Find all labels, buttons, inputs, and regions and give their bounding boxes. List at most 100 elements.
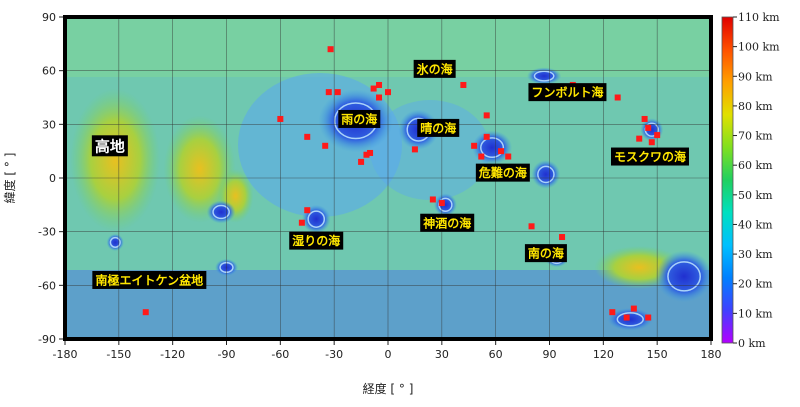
mare-rim xyxy=(616,312,644,327)
y-tick-label: 90 xyxy=(42,11,56,24)
label-text: 南極エイトケン盆地 xyxy=(96,273,204,288)
y-tick-label: 30 xyxy=(42,118,56,131)
red-marker xyxy=(654,132,661,139)
label-text: 高地 xyxy=(95,138,125,156)
red-marker xyxy=(438,200,445,207)
y-ticks: 90 60 30 0 -30 -60 -90 xyxy=(38,11,63,346)
red-marker xyxy=(411,146,418,153)
y-tick-label: 60 xyxy=(42,65,56,78)
label-text: 晴の海 xyxy=(420,120,456,135)
red-marker xyxy=(614,94,621,101)
place-label-spa: 南極エイトケン盆地 xyxy=(92,270,207,289)
red-marker xyxy=(370,85,377,92)
mare-basin xyxy=(433,193,457,217)
label-background xyxy=(475,163,530,182)
x-tick-label: -60 xyxy=(271,348,289,361)
y-axis-label: 緯度 [ ° ] xyxy=(2,153,17,204)
red-marker xyxy=(478,153,485,160)
mare-rim xyxy=(109,236,121,248)
colorbar-tick-label: 0 km xyxy=(738,337,766,350)
place-label-kinan: 危難の海 xyxy=(475,163,530,182)
label-text: 氷の海 xyxy=(416,61,453,76)
label-background xyxy=(420,213,475,232)
x-tick-label: 30 xyxy=(435,348,449,361)
red-marker xyxy=(325,89,332,96)
mare-rim xyxy=(307,210,326,228)
label-background xyxy=(528,83,607,102)
place-labels: 高地 氷の海フンボルト海雨の海晴の海モスクワの海危難の海神酒の海湿りの海南の海南極… xyxy=(91,59,689,289)
place-label-minami: 南の海 xyxy=(524,244,567,263)
colorbar-tick-label: 20 km xyxy=(738,278,773,291)
red-marker xyxy=(327,46,334,53)
colorbar-tick-label: 40 km xyxy=(738,218,773,231)
mare-rim xyxy=(480,137,505,158)
place-label-shinshu: 神酒の海 xyxy=(420,213,475,232)
red-marker xyxy=(298,219,305,226)
x-tick-label: 120 xyxy=(593,348,614,361)
red-marker xyxy=(471,142,478,149)
x-tick-label: 60 xyxy=(489,348,503,361)
place-label-shimeri: 湿りの海 xyxy=(289,231,344,250)
place-label-koori: 氷の海 xyxy=(413,59,456,78)
red-marker xyxy=(367,149,374,156)
mare-basin xyxy=(655,250,711,303)
place-label-kouchi: 高地 xyxy=(91,135,128,157)
red-marker xyxy=(630,305,637,312)
x-tick-label: 0 xyxy=(385,348,392,361)
place-label-humboldt: フンボルト海 xyxy=(528,83,607,102)
x-tick-label: 90 xyxy=(543,348,557,361)
colorbar-ticks: 110 km 100 km 90 km 80 km 70 km 60 km 50 km 40 … xyxy=(733,11,780,350)
colorbar-tick-label: 100 km xyxy=(738,41,780,54)
y-tick-label: -90 xyxy=(38,333,56,346)
red-marker xyxy=(641,115,648,122)
colorbar-tick-label: 110 km xyxy=(738,11,780,24)
label-background xyxy=(91,135,128,157)
x-tick-label: -150 xyxy=(106,348,131,361)
y-tick-label: -60 xyxy=(38,279,56,292)
label-text: モスクワの海 xyxy=(614,149,686,164)
red-marker xyxy=(429,196,436,203)
colorbar-tick-label: 30 km xyxy=(738,248,773,261)
red-marker xyxy=(322,142,329,149)
red-marker xyxy=(142,309,149,316)
x-tick-label: -90 xyxy=(218,348,236,361)
red-marker xyxy=(334,89,341,96)
red-marker xyxy=(358,158,365,165)
red-marker xyxy=(645,314,652,321)
grid-lines xyxy=(65,17,711,339)
x-ticks: -180 -150 -120 -90 -60 -30 0 30 60 90 120 150 180 xyxy=(53,341,722,361)
mare-basin xyxy=(531,160,561,189)
colorbar-tick-label: 50 km xyxy=(738,189,773,202)
colorbar-tick-label: 90 km xyxy=(738,70,773,83)
label-text: フンボルト海 xyxy=(531,85,603,100)
label-background xyxy=(338,109,381,128)
colorbar-tick-label: 70 km xyxy=(738,130,773,143)
label-text: 神酒の海 xyxy=(423,215,471,230)
x-tick-label: -180 xyxy=(53,348,78,361)
mare-rim xyxy=(537,165,555,184)
red-marker xyxy=(363,151,370,158)
x-tick-label: -120 xyxy=(160,348,185,361)
mare-rim xyxy=(533,70,555,82)
place-label-moscow: モスクワの海 xyxy=(610,147,689,166)
mare-basin xyxy=(607,307,654,331)
y-tick-label: -30 xyxy=(38,226,56,239)
colorbar-tick-label: 60 km xyxy=(738,159,773,172)
label-background xyxy=(413,59,456,78)
place-label-hare: 晴の海 xyxy=(417,118,460,137)
red-marker xyxy=(304,133,311,140)
red-marker xyxy=(277,115,284,122)
red-marker xyxy=(559,234,566,241)
label-background xyxy=(417,118,460,137)
label-background xyxy=(92,270,207,289)
red-marker xyxy=(505,153,512,160)
mare-basin xyxy=(206,200,236,224)
label-text: 南の海 xyxy=(528,246,564,261)
red-marker xyxy=(609,309,616,316)
red-marker xyxy=(623,314,630,321)
label-background xyxy=(610,147,689,166)
mare-basin xyxy=(106,233,124,251)
label-text: 雨の海 xyxy=(341,112,377,127)
x-tick-label: 150 xyxy=(647,348,668,361)
